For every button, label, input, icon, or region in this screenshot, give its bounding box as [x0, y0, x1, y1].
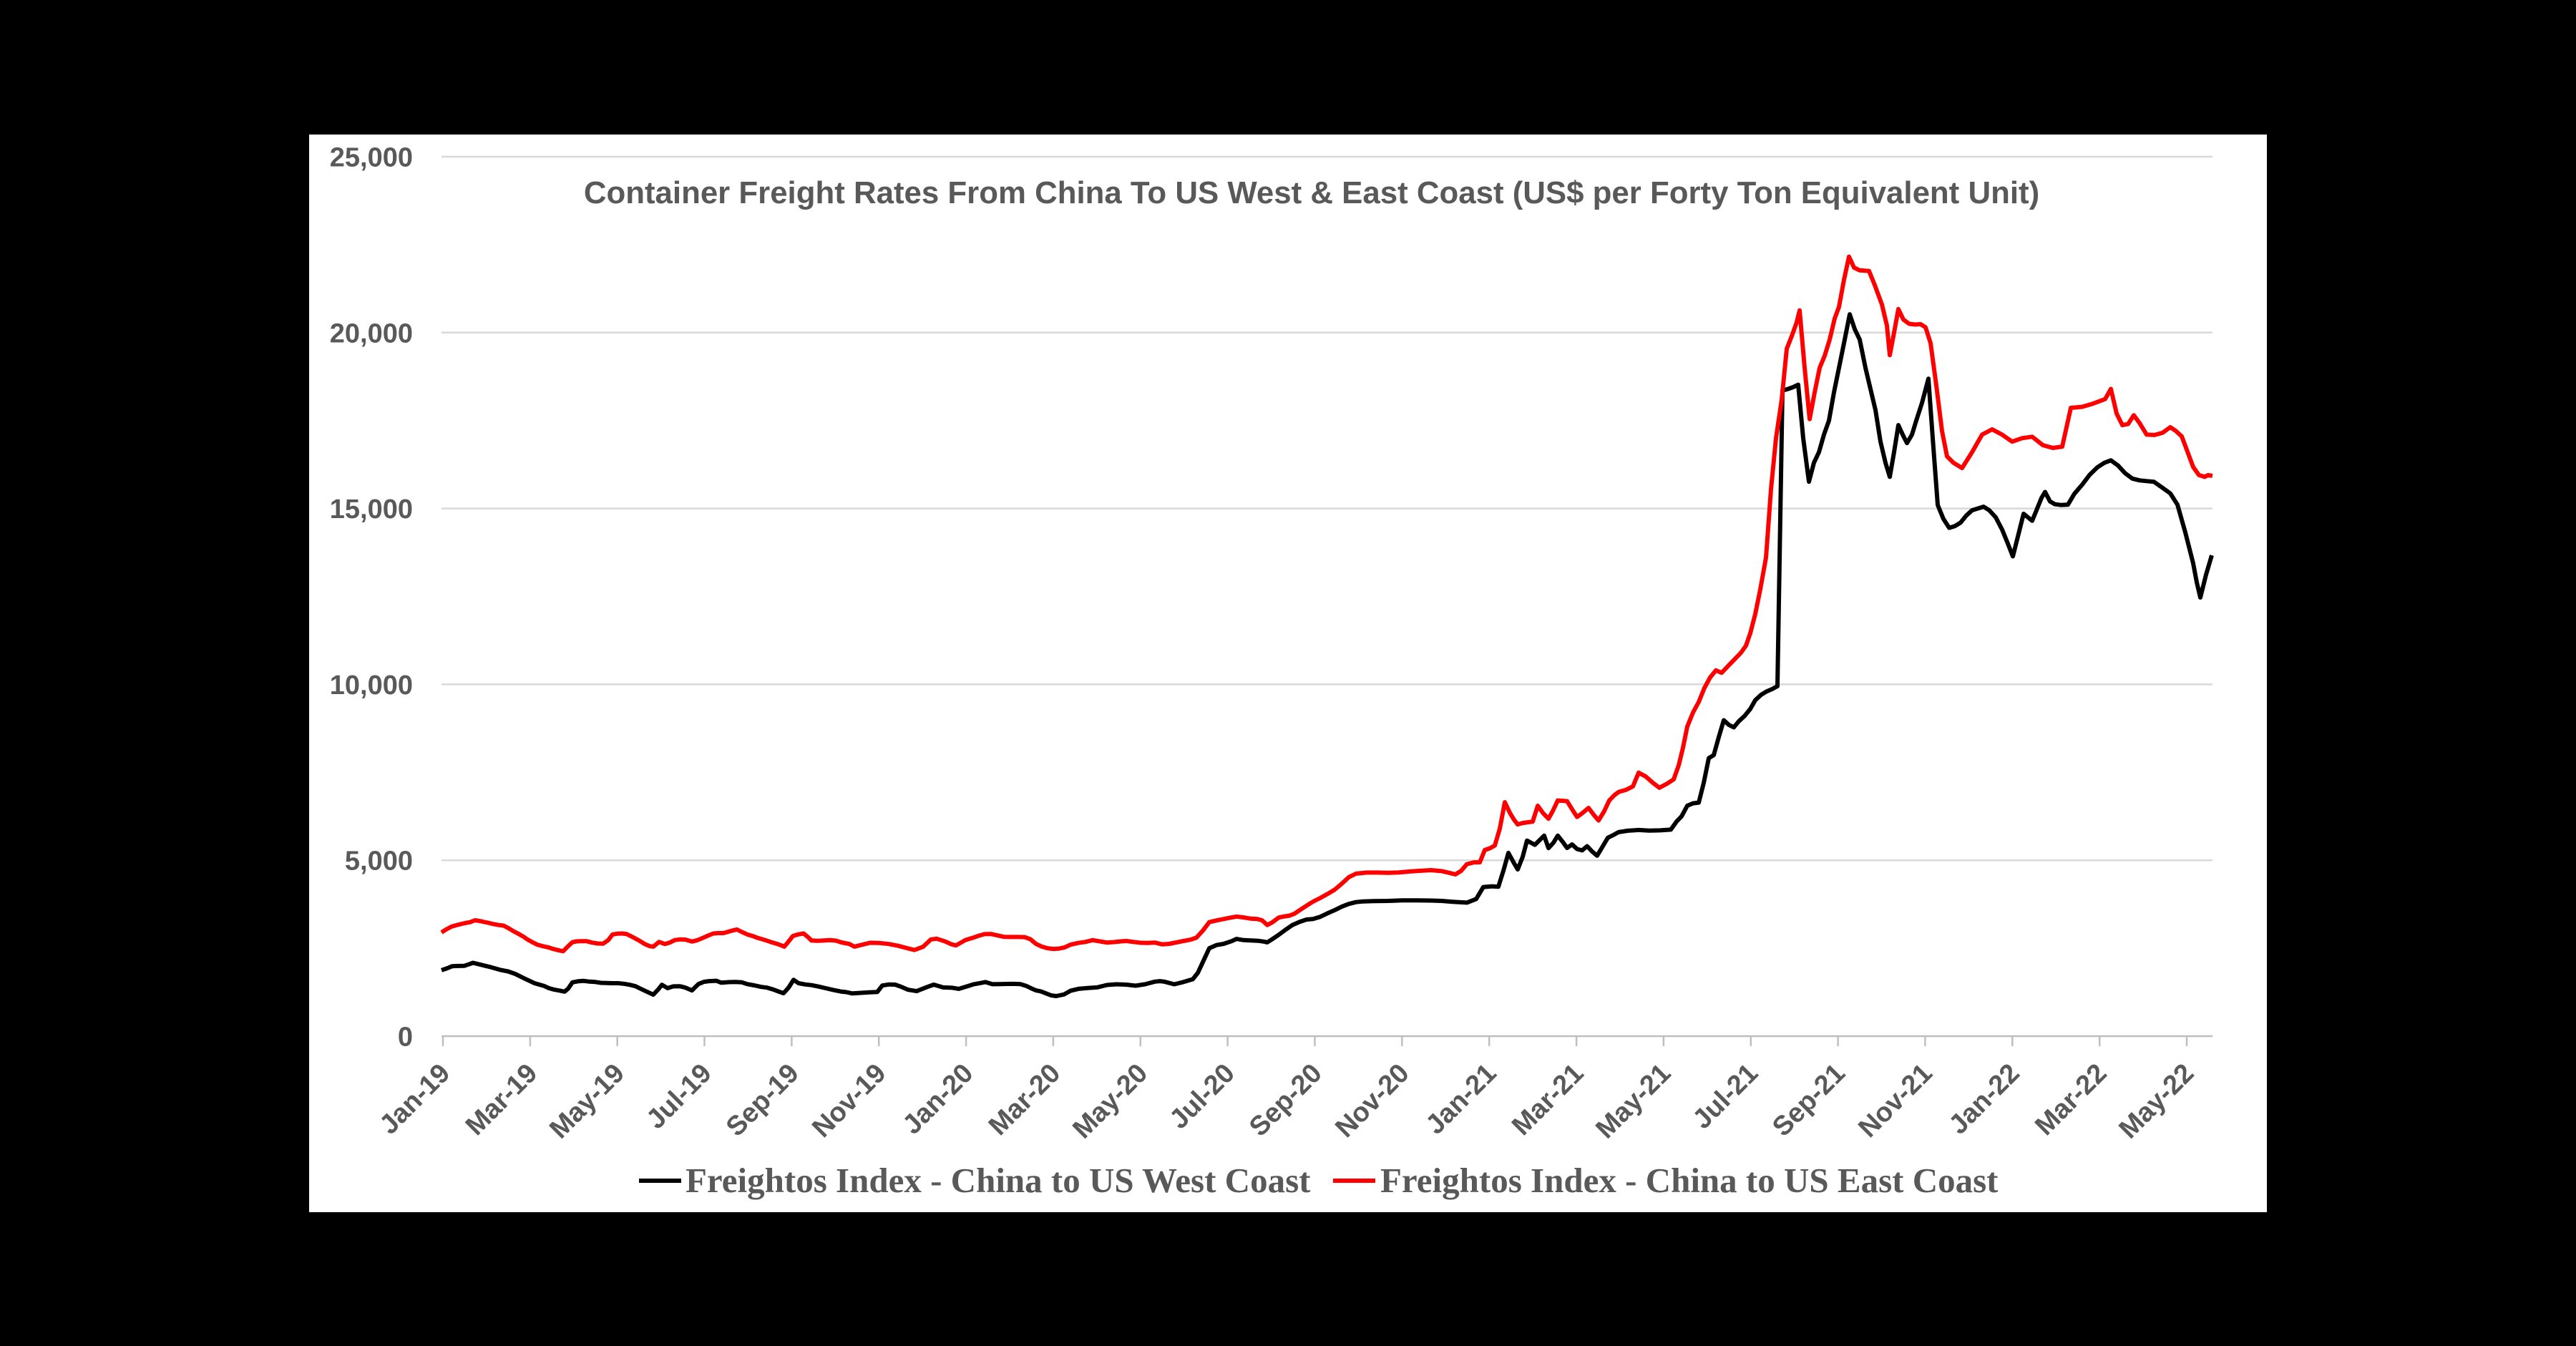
svg-text:5,000: 5,000	[345, 847, 413, 877]
svg-text:Sep-20: Sep-20	[1244, 1058, 1328, 1143]
svg-text:Sep-21: Sep-21	[1767, 1058, 1851, 1143]
svg-text:Container Freight Rates From C: Container Freight Rates From China To US…	[584, 175, 2039, 210]
svg-text:Jan-19: Jan-19	[374, 1058, 457, 1141]
svg-text:May-22: May-22	[2114, 1058, 2200, 1145]
svg-text:Freightos Index - China to US: Freightos Index - China to US East Coast	[1380, 1161, 1999, 1200]
svg-text:Jan-21: Jan-21	[1420, 1058, 1503, 1141]
svg-text:May-20: May-20	[1067, 1058, 1153, 1145]
svg-text:Jul-20: Jul-20	[1164, 1058, 1241, 1135]
svg-text:Mar-20: Mar-20	[983, 1058, 1066, 1141]
svg-text:15,000: 15,000	[330, 494, 413, 525]
svg-text:25,000: 25,000	[330, 143, 413, 173]
svg-text:Nov-19: Nov-19	[806, 1058, 892, 1143]
svg-text:May-21: May-21	[1590, 1058, 1677, 1145]
svg-text:0: 0	[398, 1023, 413, 1053]
svg-text:Mar-21: Mar-21	[1506, 1058, 1589, 1141]
svg-text:Jul-21: Jul-21	[1687, 1058, 1764, 1135]
svg-text:Jul-19: Jul-19	[641, 1058, 718, 1135]
svg-text:Sep-19: Sep-19	[721, 1058, 805, 1143]
svg-text:10,000: 10,000	[330, 670, 413, 701]
svg-text:Jan-20: Jan-20	[897, 1058, 980, 1141]
svg-text:20,000: 20,000	[330, 318, 413, 348]
svg-text:Mar-19: Mar-19	[460, 1058, 543, 1141]
svg-text:Freightos Index - China to US: Freightos Index - China to US West Coast	[686, 1161, 1311, 1200]
svg-text:May-19: May-19	[544, 1058, 630, 1145]
svg-text:Jan-22: Jan-22	[1943, 1058, 2026, 1141]
svg-text:Nov-21: Nov-21	[1853, 1058, 1938, 1143]
svg-text:Nov-20: Nov-20	[1330, 1058, 1415, 1143]
svg-text:Mar-22: Mar-22	[2029, 1058, 2112, 1141]
